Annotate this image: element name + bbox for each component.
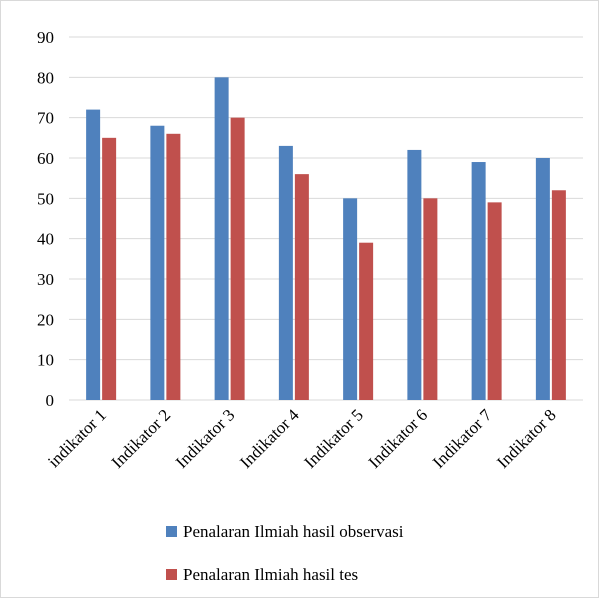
bar-series-1-1 [86, 109, 101, 400]
y-tick-label: 40 [37, 230, 54, 249]
bar-series-1-2 [150, 125, 165, 400]
x-tick-label: Indikator 2 [108, 405, 175, 472]
x-tick-label: indikator 1 [44, 405, 110, 471]
bar-series-2-5 [359, 242, 374, 400]
bar-series-2-1 [102, 137, 117, 401]
bar-series-1-8 [535, 158, 550, 400]
y-tick-label: 0 [46, 391, 55, 410]
bar-series-1-7 [471, 162, 486, 400]
legend-label-2: Penalaran Ilmiah hasil tes [183, 565, 358, 584]
x-tick-label: Indikator 3 [172, 405, 239, 472]
y-tick-label: 50 [37, 189, 54, 208]
x-tick-label: Indikator 4 [236, 405, 303, 472]
y-axis-ticks: 0 10 20 30 40 50 60 70 80 90 [37, 28, 54, 410]
y-tick-label: 30 [37, 270, 54, 289]
y-tick-label: 20 [37, 310, 54, 329]
bar-series-1-4 [278, 145, 293, 400]
bar-series-2-6 [423, 198, 438, 400]
y-tick-label: 90 [37, 28, 54, 47]
x-tick-label: Indikator 5 [300, 405, 367, 472]
bar-series-2-2 [166, 133, 181, 401]
bars-layer [86, 77, 566, 401]
y-tick-label: 80 [37, 68, 54, 87]
bar-series-1-5 [343, 198, 358, 400]
legend: Penalaran Ilmiah hasil observasi Penalara… [166, 522, 404, 584]
bar-series-2-7 [487, 202, 502, 400]
y-tick-label: 60 [37, 149, 54, 168]
bar-series-2-4 [294, 174, 309, 400]
bar-series-2-8 [551, 190, 566, 400]
bar-series-1-3 [214, 77, 229, 400]
grid-layer [69, 36, 583, 401]
x-tick-label: Indikator 7 [429, 405, 496, 472]
y-tick-label: 10 [37, 351, 54, 370]
x-tick-label: Indikator 8 [493, 405, 560, 472]
y-tick-label: 70 [37, 109, 54, 128]
x-tick-label: Indikator 6 [365, 405, 432, 472]
legend-swatch-2 [166, 569, 177, 580]
bar-series-1-6 [407, 149, 422, 400]
legend-label-1: Penalaran Ilmiah hasil observasi [183, 522, 404, 541]
legend-swatch-1 [166, 526, 177, 537]
bar-series-2-3 [230, 117, 245, 401]
